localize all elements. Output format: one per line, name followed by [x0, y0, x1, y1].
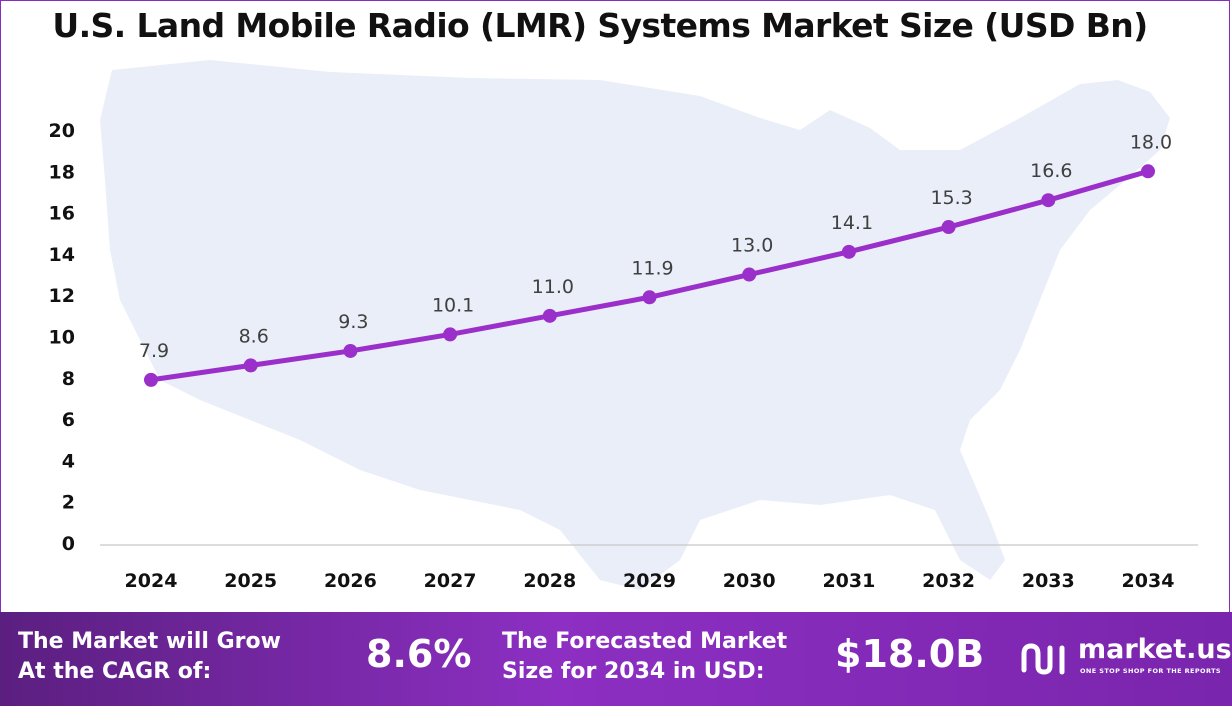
- forecast-caption-line1: The Forecasted Market: [502, 629, 788, 654]
- cagr-caption: The Market will Grow At the CAGR of:: [18, 627, 281, 687]
- x-tick-label: 2034: [1122, 570, 1175, 592]
- data-point: [542, 308, 557, 323]
- x-tick-label: 2030: [723, 570, 776, 592]
- data-point: [941, 220, 956, 235]
- x-tick-label: 2026: [324, 570, 377, 592]
- series-line-group: 7.9 8.6 9.3 10.1 11.0 11.9 13.0 14.1 15.3 16.6 18.…: [139, 131, 1172, 387]
- y-tick-label: 8: [62, 368, 75, 390]
- x-tick-label: 2025: [224, 570, 277, 592]
- data-point: [144, 372, 158, 387]
- forecast-caption: The Forecasted Market Size for 2034 in U…: [502, 627, 787, 687]
- data-point: [841, 244, 856, 259]
- x-tick-label: 2028: [523, 570, 576, 592]
- data-label: 11.9: [631, 257, 673, 279]
- data-point: [1141, 164, 1155, 179]
- x-tick-label: 2031: [822, 570, 875, 592]
- data-label: 10.1: [432, 294, 474, 316]
- market-us-logo[interactable]: market.us ONE STOP SHOP FOR THE REPORTS: [1018, 634, 1232, 684]
- y-tick-label: 4: [62, 450, 75, 472]
- forecast-caption-line2: Size for 2034 in USD:: [502, 659, 765, 684]
- data-label: 14.1: [831, 212, 873, 234]
- data-point: [343, 343, 358, 358]
- data-label: 8.6: [239, 325, 269, 347]
- x-tick-label: 2032: [922, 570, 975, 592]
- logo-name: market.us: [1078, 634, 1232, 665]
- data-label: 18.0: [1130, 131, 1172, 153]
- y-tick-label: 16: [49, 203, 75, 225]
- x-axis: 2024 2025 2026 2027 2028 2029 2030 2031 2032 2033…: [125, 570, 1175, 592]
- cagr-value: 8.6%: [366, 632, 472, 676]
- data-label: 13.0: [731, 235, 773, 257]
- cagr-caption-line2: At the CAGR of:: [18, 659, 212, 684]
- y-tick-label: 12: [49, 285, 75, 307]
- data-point: [1041, 193, 1056, 208]
- data-point: [642, 290, 657, 305]
- data-label: 7.9: [139, 340, 169, 362]
- x-tick-label: 2029: [623, 570, 676, 592]
- x-tick-label: 2033: [1022, 570, 1075, 592]
- data-label: 15.3: [930, 187, 972, 209]
- y-tick-label: 20: [49, 120, 75, 142]
- y-tick-label: 0: [62, 533, 75, 555]
- data-point: [243, 358, 258, 373]
- y-tick-label: 6: [62, 409, 75, 431]
- footer-banner: The Market will Grow At the CAGR of: 8.6…: [0, 612, 1232, 706]
- data-point: [742, 267, 757, 282]
- cagr-caption-line1: The Market will Grow: [18, 629, 281, 654]
- y-axis: 0 2 4 6 8 10 12 14 16 18 20: [49, 120, 75, 555]
- forecast-value: $18.0B: [835, 632, 985, 676]
- chart-title: U.S. Land Mobile Radio (LMR) Systems Mar…: [52, 6, 1148, 45]
- x-tick-label: 2027: [424, 570, 477, 592]
- y-tick-label: 2: [62, 492, 75, 514]
- y-tick-label: 18: [49, 161, 75, 183]
- us-map-silhouette: [100, 60, 1170, 590]
- market-us-logo-icon: [1021, 643, 1065, 675]
- logo-tagline: ONE STOP SHOP FOR THE REPORTS: [1080, 667, 1221, 675]
- x-tick-label: 2024: [125, 570, 178, 592]
- data-label: 16.6: [1030, 160, 1072, 182]
- y-tick-label: 14: [49, 244, 75, 266]
- data-label: 9.3: [338, 311, 368, 333]
- data-point: [443, 327, 458, 342]
- data-label: 11.0: [532, 276, 574, 298]
- y-tick-label: 10: [49, 327, 75, 349]
